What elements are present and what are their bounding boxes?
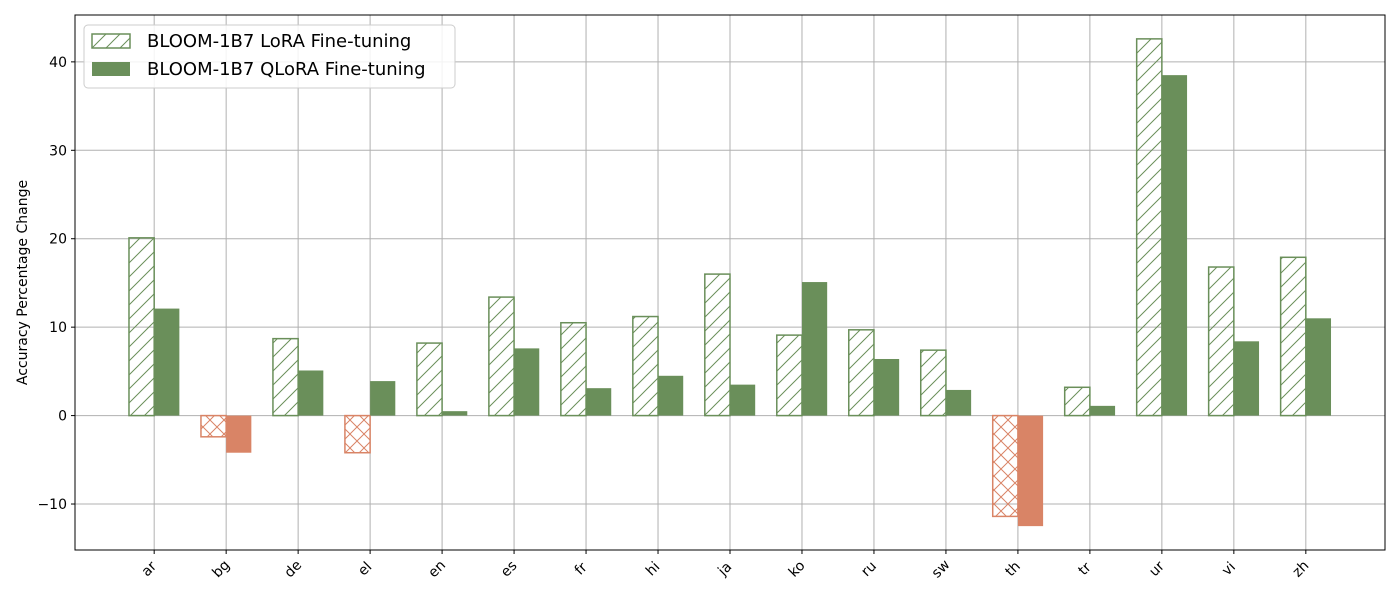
x-tick-label: bg (209, 557, 233, 581)
lora-bar-es (488, 296, 515, 417)
x-tick-label: vi (1219, 559, 1239, 579)
lora-bar-ur (1135, 38, 1163, 417)
lora-bar-fr (560, 321, 587, 417)
x-tick-label: ur (1146, 558, 1168, 580)
x-tick-label: ja (714, 559, 735, 580)
qlora-bar-ar (154, 308, 180, 416)
y-tick-label: −10 (37, 497, 67, 513)
lora-bar-zh (1279, 256, 1307, 417)
qlora-bar-hi (658, 375, 684, 416)
x-tick-label: fr (572, 560, 591, 579)
lora-bar-tr (1063, 386, 1091, 417)
lora-bar-de (272, 337, 299, 417)
qlora-bar-bg (226, 415, 252, 453)
x-tick-label: de (281, 557, 305, 581)
lora-bar-th (991, 414, 1019, 518)
qlora-bar-ko (801, 282, 828, 416)
x-tick-label: th (1002, 558, 1023, 579)
y-tick-label: 40 (49, 55, 67, 71)
qlora-bar-sw (945, 389, 972, 416)
x-tick-label: sw (929, 557, 954, 582)
qlora-bar-el (370, 381, 396, 416)
x-tick-label: zh (1290, 558, 1313, 581)
x-tick-label: tr (1075, 559, 1094, 578)
qlora-bar-de (298, 370, 324, 416)
lora-bar-vi (1207, 266, 1235, 417)
legend: BLOOM-1B7 LoRA Fine-tuning BLOOM-1B7 QLoR… (83, 24, 456, 89)
bars (128, 38, 1332, 527)
lora-bar-ar (128, 237, 155, 417)
y-axis-title: Accuracy Percentage Change (15, 180, 31, 385)
qlora-bar-fr (586, 388, 612, 416)
legend-label: BLOOM-1B7 QLoRA Fine-tuning (147, 59, 426, 80)
x-tick-label: ru (858, 558, 880, 580)
qlora-bar-es (514, 348, 540, 416)
legend-swatch-lora (91, 33, 131, 49)
lora-bar-ja (704, 273, 731, 417)
qlora-bar-ur (1161, 75, 1188, 416)
qlora-bar-en (442, 411, 468, 416)
qlora-bar-ru (873, 358, 900, 416)
y-tick-label: 30 (49, 143, 67, 159)
y-tick-label: 0 (58, 409, 67, 425)
x-tick-label: el (355, 559, 375, 579)
lora-bar-bg (200, 414, 227, 438)
lora-bar-el (344, 414, 371, 454)
qlora-bar-vi (1233, 341, 1260, 416)
y-tick-label: 20 (49, 232, 67, 248)
axis-ticks: −10 0 10 20 30 40 ar bg de el en es fr hi ja ko ru sw th tr… (37, 55, 1312, 582)
legend-swatch-qlora (92, 62, 130, 76)
x-tick-label: es (498, 558, 521, 581)
qlora-bar-zh (1305, 318, 1332, 416)
lora-bar-en (416, 342, 443, 417)
y-tick-label: 10 (49, 320, 67, 336)
x-tick-label: en (425, 557, 449, 581)
qlora-bar-tr (1089, 405, 1116, 416)
lora-bar-hi (632, 315, 659, 417)
qlora-bar-ja (730, 384, 756, 416)
x-tick-label: hi (643, 559, 663, 579)
lora-bar-sw (919, 349, 947, 417)
legend-label: BLOOM-1B7 LoRA Fine-tuning (147, 31, 411, 52)
qlora-bar-th (1017, 415, 1044, 527)
legend-box (83, 24, 456, 89)
lora-bar-ru (848, 329, 875, 417)
lora-bar-ko (776, 334, 803, 417)
x-tick-label: ar (139, 558, 161, 580)
x-tick-label: ko (786, 558, 809, 581)
